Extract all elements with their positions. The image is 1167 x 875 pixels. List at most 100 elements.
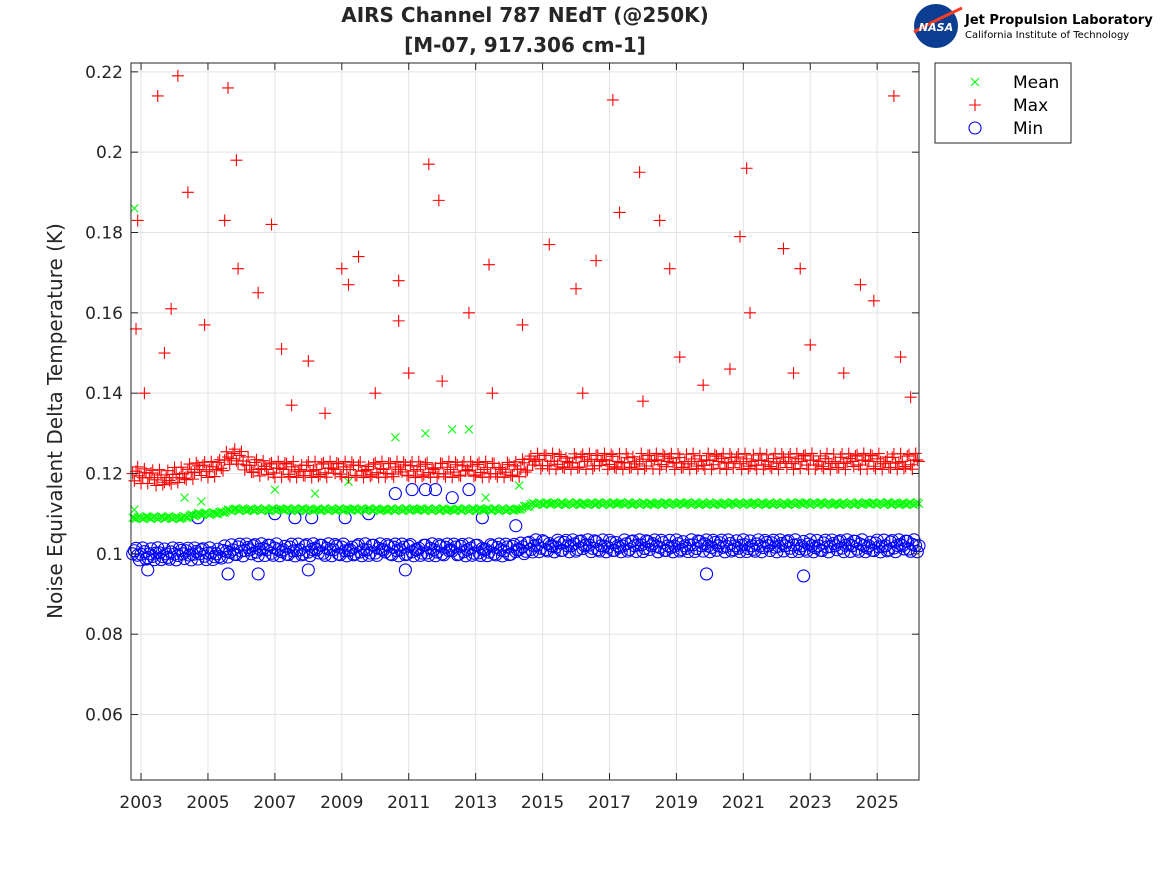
data-point-max [814, 449, 827, 462]
data-point-max [543, 238, 556, 251]
jpl-subtitle: California Institute of Technology [965, 30, 1129, 41]
data-point-max [797, 449, 810, 462]
x-tick-label: 2009 [320, 793, 363, 813]
data-point-max [307, 464, 320, 477]
data-point-max [235, 445, 248, 458]
data-point-max [160, 471, 173, 484]
data-point-max [894, 351, 907, 364]
data-point-max [350, 469, 363, 482]
legend-label-min: Min [1013, 119, 1043, 139]
data-point-max [580, 463, 593, 476]
data-point-max [904, 391, 917, 404]
data-point-max [165, 302, 178, 315]
data-point-min [525, 545, 540, 559]
data-point-min [579, 538, 593, 552]
data-point-max [747, 448, 760, 461]
data-point-min [776, 544, 791, 558]
data-point-max [171, 476, 184, 489]
data-point-max [486, 387, 499, 400]
x-tick-label: 2023 [789, 793, 832, 813]
data-point-max [685, 455, 698, 468]
data-point-min [295, 548, 309, 562]
data-point-max [862, 455, 875, 468]
data-point-max [474, 466, 487, 479]
data-point-max [902, 448, 915, 461]
data-point-max [663, 262, 676, 275]
data-point-mean [514, 504, 524, 514]
data-point-min [467, 546, 481, 560]
data-point-mean [188, 510, 198, 520]
chart-title-line1: AIRS Channel 787 NEdT (@250K) [341, 3, 709, 27]
data-point-max [339, 455, 352, 468]
data-point-max [765, 462, 778, 475]
x-tick-label: 2021 [722, 793, 765, 813]
data-point-min [251, 567, 265, 581]
data-point-max [141, 477, 154, 490]
data-point-max [432, 194, 445, 207]
data-point-max [702, 447, 715, 460]
x-tick-label: 2015 [521, 793, 564, 813]
data-point-max [232, 262, 245, 275]
data-point-max [565, 463, 578, 476]
data-point-max [834, 451, 847, 464]
data-point-min [208, 550, 222, 564]
data-point-max [889, 457, 902, 470]
data-point-max [396, 465, 409, 478]
data-point-max [660, 460, 673, 473]
data-point-max [133, 469, 146, 482]
data-point-max [892, 456, 905, 469]
data-point-max [148, 473, 161, 486]
data-point-max [603, 458, 616, 471]
data-point-max [872, 447, 885, 460]
data-point-max [439, 470, 452, 483]
data-point-max [222, 81, 235, 94]
data-point-max [290, 471, 303, 484]
data-point-max [817, 462, 830, 475]
data-point-min [398, 563, 412, 577]
data-point-max [155, 468, 168, 481]
data-point-max [131, 460, 144, 473]
data-point-max [744, 306, 757, 319]
data-point-max [369, 387, 382, 400]
y-tick-label: 0.14 [85, 384, 123, 404]
data-point-max [225, 452, 238, 465]
data-point-max [613, 206, 626, 219]
data-point-max [601, 463, 614, 476]
data-point-max [399, 458, 412, 471]
data-point-max [864, 448, 877, 461]
data-point-max [250, 453, 263, 466]
data-point-mean [129, 204, 139, 213]
legend-label-mean: Mean [1013, 73, 1059, 93]
data-point-max [304, 465, 317, 478]
data-point-max [727, 461, 740, 474]
data-point-max [200, 465, 213, 478]
data-point-min [211, 542, 225, 556]
data-point-max [658, 450, 671, 463]
data-point-min [328, 537, 342, 552]
data-point-min [428, 483, 443, 497]
data-point-min [604, 536, 618, 550]
data-point-max [805, 447, 818, 460]
data-point-min [415, 546, 429, 560]
legend-marker-mean [970, 77, 980, 87]
data-point-max [792, 452, 805, 465]
data-point-min [388, 487, 402, 501]
data-point-max [799, 448, 812, 461]
jpl-name: Jet Propulsion Laboratory [964, 13, 1153, 28]
data-point-mean [464, 424, 474, 434]
data-point-min [382, 539, 396, 553]
data-point-max [732, 448, 745, 461]
data-point-max [633, 166, 646, 179]
data-point-min [733, 545, 747, 559]
data-point-max [357, 471, 370, 484]
data-point-max [263, 458, 276, 471]
data-point-max [355, 465, 368, 478]
data-point-max [846, 455, 859, 468]
data-point-max [670, 457, 683, 470]
data-point-max [131, 214, 144, 227]
data-point-max [812, 455, 825, 468]
data-point-max [901, 450, 914, 463]
data-point-max [467, 470, 480, 483]
data-point-max [566, 456, 579, 469]
data-point-max [436, 375, 449, 388]
